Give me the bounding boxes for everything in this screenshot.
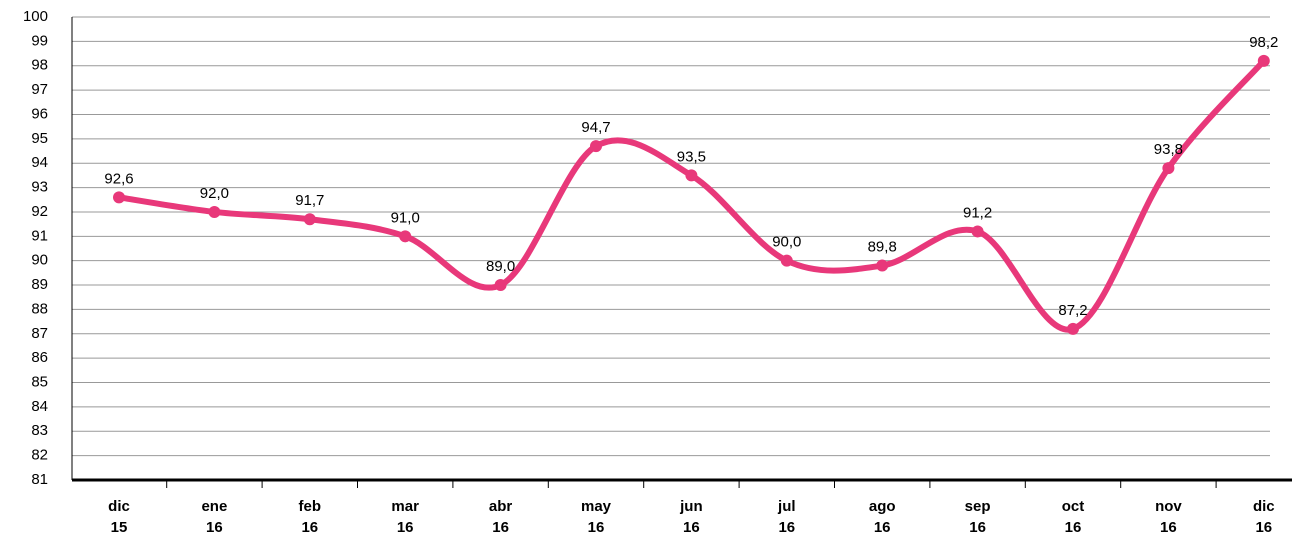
point — [590, 140, 602, 153]
y-tick-label: 97 — [31, 81, 48, 98]
x-tick-label: 16 — [1160, 519, 1177, 536]
data-label: 94,7 — [581, 119, 610, 136]
point — [971, 225, 984, 238]
y-tick-label: 96 — [31, 105, 48, 122]
x-tick-label: 16 — [683, 519, 700, 536]
y-tick-label: 92 — [31, 203, 48, 220]
data-label: 93,8 — [1154, 141, 1183, 158]
data-label: 92,0 — [200, 185, 229, 202]
x-tick-label: 16 — [1255, 519, 1272, 536]
x-tick-label: may — [581, 498, 612, 515]
x-tick-label: jul — [777, 498, 796, 515]
point — [208, 205, 221, 218]
x-tick-label: 16 — [206, 519, 223, 536]
x-tick-label: feb — [299, 498, 322, 515]
point — [303, 213, 316, 226]
y-tick-label: 94 — [31, 154, 48, 171]
x-tick-label: 16 — [492, 519, 509, 536]
x-tick-label: dic — [108, 498, 130, 515]
point — [494, 279, 507, 292]
x-tick-label: 16 — [397, 519, 414, 536]
x-tick-label: 15 — [111, 519, 128, 536]
y-tick-label: 83 — [31, 422, 48, 439]
x-tick-label: sep — [965, 498, 991, 515]
y-tick-label: 95 — [31, 130, 48, 147]
x-tick-label: 16 — [1065, 519, 1082, 536]
data-label: 92,6 — [104, 170, 133, 187]
x-tick-label: 16 — [969, 519, 986, 536]
y-tick-label: 90 — [31, 252, 48, 269]
point — [876, 259, 889, 272]
data-label: 89,0 — [486, 258, 515, 275]
x-tick-label: 16 — [588, 519, 605, 536]
y-tick-label: 100 — [23, 8, 48, 25]
y-tick-label: 99 — [31, 32, 48, 49]
data-label: 87,2 — [1058, 302, 1087, 319]
point — [399, 230, 412, 243]
y-tick-label: 87 — [31, 325, 48, 342]
point — [1067, 322, 1079, 335]
data-label: 98,2 — [1249, 34, 1278, 51]
point — [780, 254, 793, 267]
x-tick-label: ene — [201, 498, 227, 515]
y-tick-label: 85 — [31, 373, 48, 390]
data-label: 93,5 — [677, 148, 706, 165]
line — [118, 58, 1267, 333]
y-tick-label: 91 — [31, 227, 48, 244]
data-label: 91,0 — [391, 209, 420, 226]
point — [1162, 162, 1175, 175]
y-tick-label: 81 — [31, 471, 48, 488]
x-tick-label: 16 — [301, 519, 318, 536]
y-tick-label: 93 — [31, 179, 48, 196]
x-tick-label: jun — [679, 498, 703, 515]
data-label: 91,7 — [295, 192, 324, 209]
y-tick-label: 82 — [31, 447, 48, 464]
x-tick-label: dic — [1253, 498, 1275, 515]
x-tick-label: 16 — [778, 519, 795, 536]
x-tick-label: ago — [869, 498, 896, 515]
x-tick-label: nov — [1155, 498, 1182, 515]
x-tick-label: abr — [489, 498, 513, 515]
data-label: 90,0 — [772, 234, 801, 251]
data-label: 89,8 — [868, 239, 897, 256]
y-tick-label: 89 — [31, 276, 48, 293]
data-label: 91,2 — [963, 204, 992, 221]
y-tick-label: 98 — [31, 57, 48, 74]
y-tick-label: 86 — [31, 349, 48, 366]
point — [113, 191, 125, 204]
x-tick-label: 16 — [874, 519, 891, 536]
point — [1257, 54, 1270, 67]
y-tick-label: 84 — [31, 398, 48, 415]
x-tick-label: oct — [1062, 498, 1085, 515]
x-tick-label: mar — [391, 498, 419, 515]
y-tick-label: 88 — [31, 300, 48, 317]
point — [685, 169, 698, 182]
